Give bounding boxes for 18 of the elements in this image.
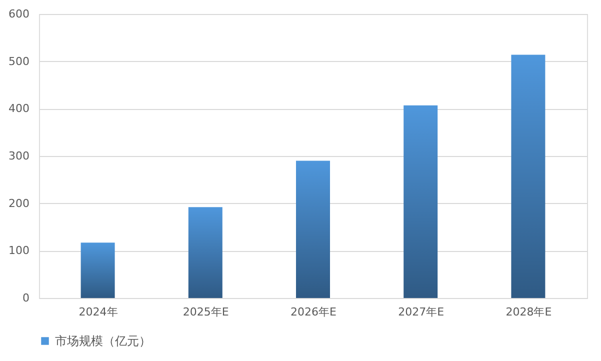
y-tick-label: 400: [8, 102, 30, 116]
y-tick-label: 100: [8, 244, 30, 258]
legend-label: 市场规模（亿元）: [55, 334, 151, 348]
bar: [296, 160, 330, 298]
y-tick-label: 500: [8, 54, 30, 68]
bar: [188, 207, 222, 298]
bar: [511, 54, 546, 298]
bar: [80, 242, 115, 298]
y-tick-label: 200: [8, 196, 30, 210]
y-tick-label: 600: [8, 8, 30, 20]
bar: [404, 105, 438, 298]
x-tick-label: 2027年E: [398, 306, 444, 318]
x-tick-label: 2024年: [78, 306, 118, 318]
x-tick-label: 2028年E: [506, 306, 552, 318]
x-tick-label: 2025年E: [182, 306, 229, 318]
y-tick-label: 300: [8, 150, 30, 162]
y-tick-label: 0: [22, 292, 30, 304]
x-tick-label: 2026年E: [290, 306, 337, 318]
